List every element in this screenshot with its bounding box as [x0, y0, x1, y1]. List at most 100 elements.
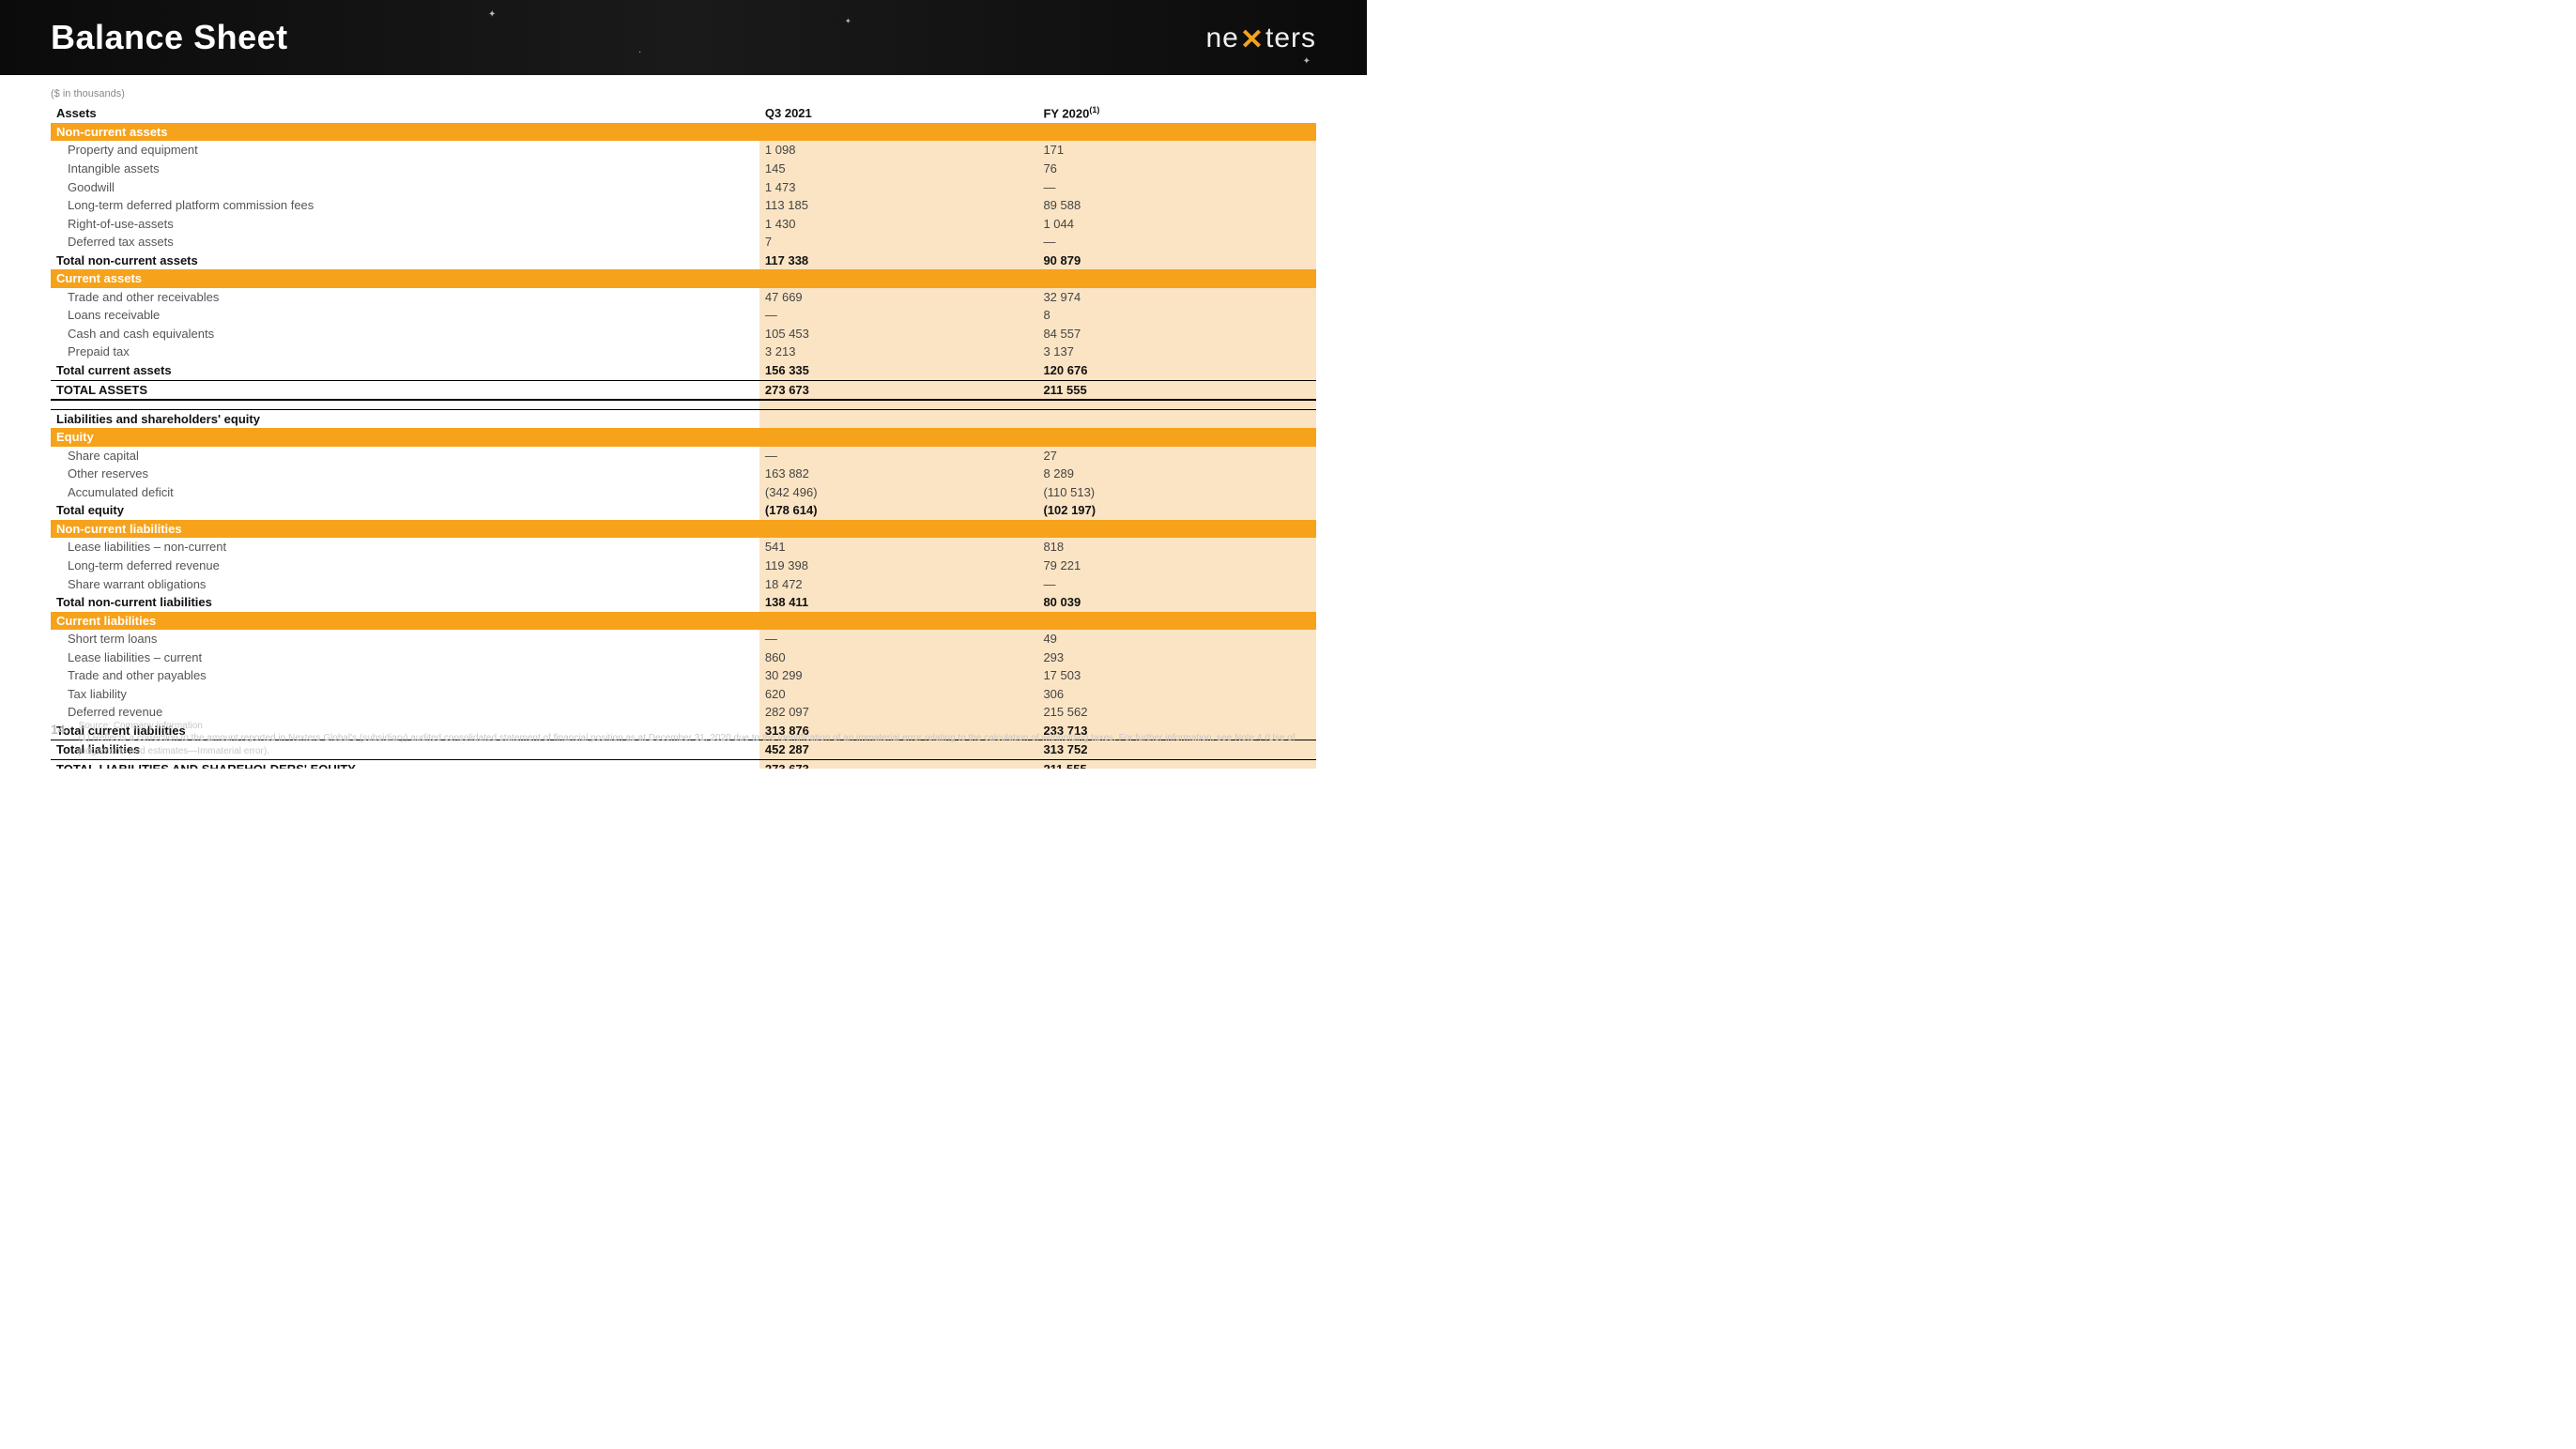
line-item-label: Long-term deferred platform commission f…: [51, 196, 759, 215]
sparkle-icon: ✦: [1303, 56, 1311, 67]
footer-text: Source: Company information (1) Reflects…: [79, 720, 1316, 758]
line-item-label: Short term loans: [51, 630, 759, 648]
line-item-value: 84 557: [1037, 325, 1316, 343]
line-item-value: (110 513): [1037, 483, 1316, 502]
slide: ✦ · ✦ ✦ Balance Sheet ne✕ters ($ in thou…: [0, 0, 1367, 769]
line-item-value: 293: [1037, 648, 1316, 667]
grand-total-label: TOTAL LIABILITIES AND SHAREHOLDERS' EQUI…: [51, 759, 759, 769]
line-item-label: Deferred tax assets: [51, 233, 759, 252]
line-item-value: 818: [1037, 538, 1316, 557]
line-item-value: 541: [759, 538, 1038, 557]
line-item-value: 171: [1037, 141, 1316, 160]
section-heading: Liabilities and shareholders' equity: [51, 409, 759, 428]
line-item-value: —: [1037, 178, 1316, 197]
page-number: 14: [51, 720, 66, 737]
logo-x-icon: ✕: [1240, 23, 1265, 56]
column-header-period1: Q3 2021: [759, 103, 1038, 123]
grand-total-value: 211 555: [1037, 380, 1316, 400]
subtotal-value: (178 614): [759, 501, 1038, 520]
line-item-value: (342 496): [759, 483, 1038, 502]
line-item-value: 79 221: [1037, 557, 1316, 575]
grand-total-value: 273 673: [759, 759, 1038, 769]
line-item-value: 32 974: [1037, 288, 1316, 307]
subtotal-value: 117 338: [759, 252, 1038, 270]
line-item-label: Trade and other payables: [51, 666, 759, 685]
line-item-label: Goodwill: [51, 178, 759, 197]
line-item-value: —: [759, 630, 1038, 648]
line-item-label: Share warrant obligations: [51, 575, 759, 594]
brand-logo: ne✕ters: [1205, 22, 1316, 54]
subtotal-value: 120 676: [1037, 361, 1316, 380]
category-header: Current liabilities: [51, 612, 759, 631]
line-item-label: Cash and cash equivalents: [51, 325, 759, 343]
content-area: ($ in thousands) AssetsQ3 2021FY 2020(1)…: [0, 75, 1367, 769]
sparkle-icon: ✦: [488, 9, 496, 20]
line-item-value: 860: [759, 648, 1038, 667]
line-item-value: 18 472: [759, 575, 1038, 594]
line-item-value: 113 185: [759, 196, 1038, 215]
line-item-value: 1 473: [759, 178, 1038, 197]
subtotal-value: (102 197): [1037, 501, 1316, 520]
line-item-value: 1 098: [759, 141, 1038, 160]
line-item-value: 1 044: [1037, 215, 1316, 234]
logo-text-post: ters: [1265, 23, 1316, 54]
line-item-label: Prepaid tax: [51, 343, 759, 361]
category-header: Equity: [51, 428, 759, 447]
logo-text-pre: ne: [1205, 23, 1238, 54]
footer: 14 Source: Company information (1) Refle…: [51, 720, 1316, 758]
line-item-value: —: [759, 447, 1038, 465]
line-item-value: 119 398: [759, 557, 1038, 575]
line-item-value: 3 137: [1037, 343, 1316, 361]
line-item-value: 30 299: [759, 666, 1038, 685]
category-header: Non-current assets: [51, 123, 759, 142]
grand-total-label: TOTAL ASSETS: [51, 380, 759, 400]
line-item-value: —: [1037, 575, 1316, 594]
subtotal-label: Total non-current liabilities: [51, 593, 759, 612]
line-item-value: 3 213: [759, 343, 1038, 361]
subtotal-value: 138 411: [759, 593, 1038, 612]
line-item-value: 76: [1037, 160, 1316, 178]
line-item-value: 17 503: [1037, 666, 1316, 685]
line-item-label: Lease liabilities – current: [51, 648, 759, 667]
grand-total-value: 273 673: [759, 380, 1038, 400]
sparkle-icon: ✦: [845, 17, 851, 25]
line-item-value: 145: [759, 160, 1038, 178]
line-item-value: 47 669: [759, 288, 1038, 307]
line-item-value: 306: [1037, 685, 1316, 704]
subtotal-value: 80 039: [1037, 593, 1316, 612]
line-item-value: 7: [759, 233, 1038, 252]
line-item-label: Intangible assets: [51, 160, 759, 178]
line-item-value: 8: [1037, 306, 1316, 325]
page-title: Balance Sheet: [51, 18, 288, 57]
balance-sheet-table: AssetsQ3 2021FY 2020(1) Non-current asset…: [51, 103, 1316, 769]
line-item-value: 27: [1037, 447, 1316, 465]
line-item-value: 620: [759, 685, 1038, 704]
line-item-label: Other reserves: [51, 465, 759, 483]
line-item-label: Tax liability: [51, 685, 759, 704]
line-item-label: Share capital: [51, 447, 759, 465]
column-header-period2: FY 2020(1): [1037, 103, 1316, 123]
subtotal-label: Total current assets: [51, 361, 759, 380]
subtotal-value: 156 335: [759, 361, 1038, 380]
line-item-label: Property and equipment: [51, 141, 759, 160]
line-item-value: 8 289: [1037, 465, 1316, 483]
spacer-row: [51, 400, 1316, 409]
line-item-value: 105 453: [759, 325, 1038, 343]
line-item-label: Right-of-use-assets: [51, 215, 759, 234]
unit-note: ($ in thousands): [51, 88, 1316, 99]
grand-total-value: 211 555: [1037, 759, 1316, 769]
line-item-label: Lease liabilities – non-current: [51, 538, 759, 557]
header-bar: ✦ · ✦ ✦ Balance Sheet ne✕ters: [0, 0, 1367, 75]
line-item-label: Accumulated deficit: [51, 483, 759, 502]
section-heading: Assets: [51, 103, 759, 123]
line-item-value: —: [759, 306, 1038, 325]
category-header: Current assets: [51, 269, 759, 288]
subtotal-label: Total equity: [51, 501, 759, 520]
line-item-label: Long-term deferred revenue: [51, 557, 759, 575]
sparkle-icon: ·: [638, 47, 641, 57]
footer-line: Source: Company information: [79, 720, 1316, 733]
footer-line: (1) Reflects a correction to the amount …: [79, 732, 1316, 757]
category-header: Non-current liabilities: [51, 520, 759, 539]
line-item-value: 1 430: [759, 215, 1038, 234]
line-item-value: 163 882: [759, 465, 1038, 483]
